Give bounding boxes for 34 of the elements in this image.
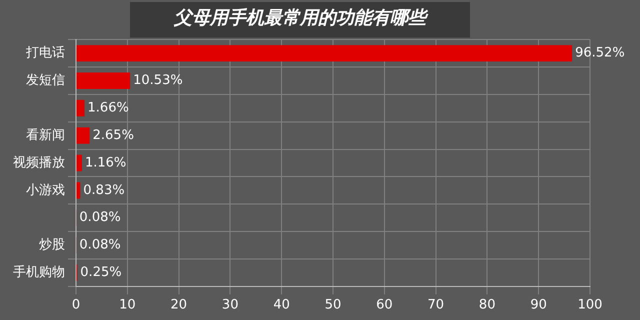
x-tick-label: 10	[119, 298, 136, 313]
chart-title: 父母用手机最常用的功能有哪些	[173, 7, 429, 28]
x-tick-label: 30	[222, 298, 238, 313]
x-tick-label: 0	[72, 298, 80, 313]
bar	[76, 72, 130, 89]
data-label: 96.52%	[575, 46, 625, 61]
data-label: 1.66%	[88, 100, 129, 116]
y-tick-label: 小游戏	[26, 182, 65, 198]
x-tick-label: 70	[428, 298, 444, 313]
bar	[76, 100, 85, 116]
x-tick-label: 60	[376, 298, 393, 313]
bar	[76, 182, 80, 199]
x-tick-label: 100	[578, 298, 602, 313]
x-tick-label: 80	[478, 298, 496, 313]
y-tick-label: 视频播放	[13, 155, 65, 170]
data-label: 0.25%	[80, 265, 122, 280]
x-tick-label: 90	[530, 298, 547, 313]
data-label: 10.53%	[133, 73, 183, 88]
data-label: 0.08%	[79, 210, 121, 226]
bar	[76, 154, 82, 172]
data-label: 0.08%	[79, 238, 121, 253]
x-tick-label: 20	[170, 298, 188, 313]
y-tick-label: 看新闻	[26, 128, 65, 143]
bar	[76, 127, 90, 144]
y-tick-label: 手机购物	[13, 265, 65, 280]
x-tick-label: 50	[324, 298, 342, 313]
data-label: 0.83%	[83, 182, 125, 198]
data-label: 2.65%	[92, 128, 134, 143]
y-tick-label: 炒股	[39, 238, 65, 253]
bar	[76, 45, 572, 62]
x-tick-label: 40	[273, 298, 290, 313]
y-tick-label: 打电话	[25, 46, 65, 61]
data-label: 1.16%	[84, 155, 126, 170]
y-tick-label: 发短信	[26, 73, 65, 88]
